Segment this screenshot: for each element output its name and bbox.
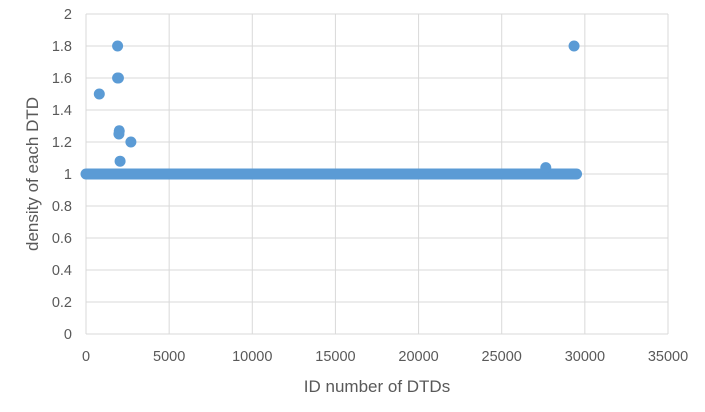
baseline-points-band: [80, 168, 583, 180]
y-tick-label: 0.8: [52, 199, 72, 215]
y-tick-label: 0.2: [52, 295, 72, 311]
x-tick-label: 10000: [232, 349, 272, 365]
y-tick-label: 1.6: [52, 71, 72, 87]
y-tick-label: 1.2: [52, 135, 72, 151]
x-tick-label: 25000: [482, 349, 522, 365]
data-point: [112, 72, 124, 84]
data-point: [540, 162, 552, 174]
y-tick-label: 0.4: [52, 263, 72, 279]
y-tick-label: 1.8: [52, 39, 72, 55]
y-tick-label: 0: [64, 327, 72, 343]
x-tick-label: 20000: [398, 349, 438, 365]
data-point: [113, 128, 125, 140]
y-tick-label: 2: [64, 7, 72, 23]
data-point: [93, 88, 105, 100]
x-axis-title: ID number of DTDs: [304, 377, 450, 396]
data-points: [80, 40, 583, 180]
data-point: [114, 155, 126, 167]
data-point: [568, 40, 580, 52]
x-tick-label: 15000: [315, 349, 355, 365]
y-axis-title: density of each DTD: [23, 97, 42, 251]
y-tick-label: 1: [64, 167, 72, 183]
x-tick-label: 0: [82, 349, 90, 365]
tick-labels: 0 0.2 0.4 0.6 0.8 1 1.2 1.4 1.6 1.8 2 0 5000 10000 150…: [52, 7, 688, 365]
data-point: [112, 40, 124, 52]
x-tick-label: 30000: [565, 349, 605, 365]
x-tick-label: 5000: [153, 349, 185, 365]
y-tick-label: 1.4: [52, 103, 72, 119]
x-tick-label: 35000: [648, 349, 688, 365]
data-point: [125, 136, 137, 148]
y-tick-label: 0.6: [52, 231, 72, 247]
